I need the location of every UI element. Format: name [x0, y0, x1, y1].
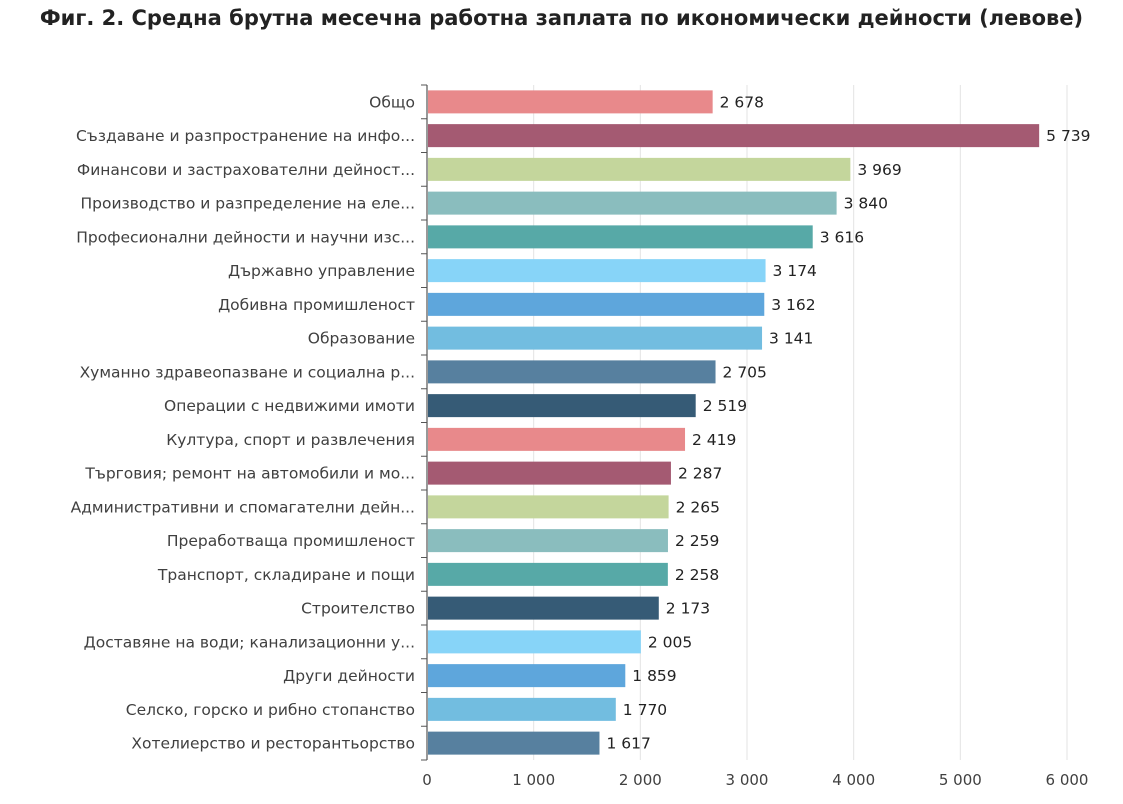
- x-tick-label-3: 3 000: [726, 771, 769, 789]
- bar-8: [428, 360, 716, 384]
- chart-title: Фиг. 2. Средна брутна месечна работна за…: [39, 6, 1084, 30]
- value-label-4: 3 616: [820, 228, 864, 246]
- value-label-19: 1 617: [606, 735, 650, 753]
- bar-11: [428, 461, 671, 485]
- value-label-7: 3 141: [769, 330, 813, 348]
- category-label-8: Хуманно здравеопазване и социална р...: [80, 363, 415, 381]
- value-label-8: 2 705: [723, 363, 767, 381]
- bar-17: [428, 664, 626, 688]
- bar-5: [428, 259, 766, 283]
- category-label-17: Други дейности: [283, 667, 415, 685]
- value-label-10: 2 419: [692, 431, 736, 449]
- bar-16: [428, 630, 641, 654]
- bar-12: [428, 495, 669, 519]
- bar-18: [428, 697, 616, 721]
- category-label-11: Търговия; ремонт на автомобили и мо...: [84, 465, 415, 483]
- category-label-14: Транспорт, складиране и пощи: [157, 566, 415, 584]
- bar-19: [428, 731, 600, 755]
- value-label-11: 2 287: [678, 465, 722, 483]
- x-tick-label-5: 5 000: [939, 771, 982, 789]
- value-label-1: 5 739: [1046, 127, 1090, 145]
- category-label-4: Професионални дейности и научни изс...: [76, 228, 415, 246]
- bar-0: [428, 90, 713, 114]
- category-label-10: Култура, спорт и развлечения: [166, 431, 415, 449]
- bar-1: [428, 124, 1040, 148]
- value-label-6: 3 162: [771, 296, 815, 314]
- value-label-3: 3 840: [844, 195, 888, 213]
- x-tick-label-0: 0: [422, 771, 432, 789]
- bar-9: [428, 394, 696, 418]
- bar-2: [428, 157, 851, 181]
- category-label-6: Добивна промишленост: [218, 296, 415, 314]
- category-label-7: Образование: [308, 330, 415, 348]
- value-label-0: 2 678: [720, 93, 764, 111]
- x-tick-label-6: 6 000: [1046, 771, 1089, 789]
- category-label-0: Общо: [369, 93, 415, 111]
- value-label-15: 2 173: [666, 600, 710, 618]
- bar-6: [428, 292, 765, 316]
- value-label-17: 1 859: [632, 667, 676, 685]
- category-label-19: Хотелиерство и ресторантьорство: [131, 735, 415, 753]
- value-label-5: 3 174: [773, 262, 817, 280]
- bar-7: [428, 326, 763, 350]
- value-label-9: 2 519: [703, 397, 747, 415]
- x-tick-label-4: 4 000: [832, 771, 875, 789]
- value-label-18: 1 770: [623, 701, 667, 719]
- bar-10: [428, 427, 686, 451]
- category-label-5: Държавно управление: [228, 262, 415, 280]
- category-label-13: Преработваща промишленост: [167, 532, 415, 550]
- category-label-9: Операции с недвижими имоти: [164, 397, 415, 415]
- category-label-3: Производство и разпределение на еле...: [81, 195, 416, 213]
- value-label-12: 2 265: [676, 498, 720, 516]
- value-label-14: 2 258: [675, 566, 719, 584]
- value-label-16: 2 005: [648, 633, 692, 651]
- bar-15: [428, 596, 659, 620]
- category-label-1: Създаване и разпространение на инфо...: [76, 127, 415, 145]
- category-label-15: Строителство: [301, 600, 415, 618]
- category-label-18: Селско, горско и рибно стопанство: [126, 701, 415, 719]
- category-label-12: Административни и спомагателни дейн...: [71, 498, 415, 516]
- bar-3: [428, 191, 837, 215]
- category-label-16: Доставяне на води; канализационни у...: [84, 633, 415, 651]
- category-label-2: Финансови и застрахователни дейност...: [77, 161, 415, 179]
- x-tick-label-1: 1 000: [512, 771, 555, 789]
- bar-13: [428, 529, 668, 553]
- bar-4: [428, 225, 813, 249]
- bar-14: [428, 562, 668, 586]
- value-label-13: 2 259: [675, 532, 719, 550]
- x-tick-label-2: 2 000: [619, 771, 662, 789]
- value-label-2: 3 969: [857, 161, 901, 179]
